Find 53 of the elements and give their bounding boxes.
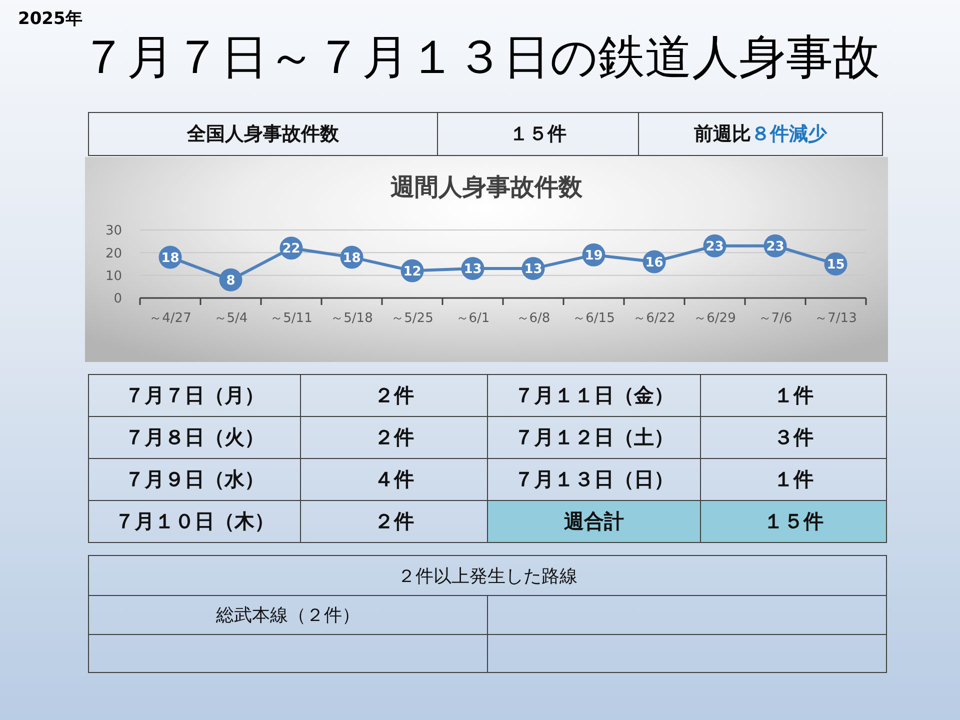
x-tick-label: ～4/27 [149, 311, 192, 326]
data-label: 22 [282, 242, 300, 257]
text: 全国人身事故件数 [187, 122, 339, 147]
text: 前週比 [694, 122, 751, 147]
text: ２件 [374, 424, 414, 451]
text: ７月７日（月） [124, 382, 264, 409]
text: １５件 [510, 122, 566, 147]
text: ２件 [374, 508, 414, 535]
x-tick-label: ～5/4 [214, 311, 248, 326]
x-tick-label: ～7/13 [814, 311, 857, 326]
text: 2025年 [18, 9, 82, 29]
data-label: 12 [403, 264, 422, 280]
data-label: 23 [706, 239, 724, 254]
text: １５件 [764, 508, 824, 535]
text: ７月１２日（土） [514, 424, 674, 451]
y-tick-label: 0 [114, 292, 122, 307]
data-label: 19 [584, 248, 603, 264]
data-label: 18 [342, 250, 361, 266]
text: ７月１１日（金） [514, 382, 674, 409]
text: ７月９日（水） [124, 466, 264, 493]
data-label: 18 [161, 250, 180, 266]
x-tick-label: ～5/25 [391, 311, 434, 326]
text: ７月１３日（日） [514, 466, 674, 493]
y-tick-label: 30 [105, 224, 122, 239]
y-tick-label: 10 [105, 268, 122, 284]
x-tick-label: ～6/22 [633, 311, 676, 326]
data-label: 23 [766, 239, 784, 254]
x-tick-label: ～7/6 [758, 311, 792, 326]
text: ４件 [374, 466, 414, 493]
text: 週合計 [564, 508, 624, 535]
text: 総武本線（２件） [216, 604, 360, 627]
chart-title: 週間人身事故件数 [390, 173, 582, 201]
text: １件 [774, 466, 814, 493]
x-tick-label: ～6/15 [572, 311, 615, 326]
x-tick-label: ～5/18 [330, 311, 373, 326]
data-label: 15 [826, 258, 845, 273]
data-label: 13 [524, 262, 542, 278]
y-tick-label: 20 [105, 246, 122, 262]
x-tick-label: ～6/29 [694, 311, 736, 326]
data-label: 8 [226, 273, 236, 288]
data-label: 16 [645, 255, 664, 270]
text: ２件 [374, 382, 414, 409]
x-tick-label: ～6/8 [516, 311, 550, 326]
text: １件 [774, 382, 814, 409]
text: ２件以上発生した路線 [398, 564, 578, 588]
text: ７月７日～７月１３日の鉄道人身事故 [80, 30, 880, 85]
text: ７月８日（火） [124, 424, 264, 451]
text: ７月１０日（木） [114, 508, 274, 535]
x-tick-label: ～6/1 [456, 311, 490, 326]
x-tick-label: ～5/11 [270, 311, 312, 326]
text: ８件減少 [751, 122, 827, 147]
text: ３件 [774, 424, 814, 451]
data-label: 13 [464, 262, 482, 278]
